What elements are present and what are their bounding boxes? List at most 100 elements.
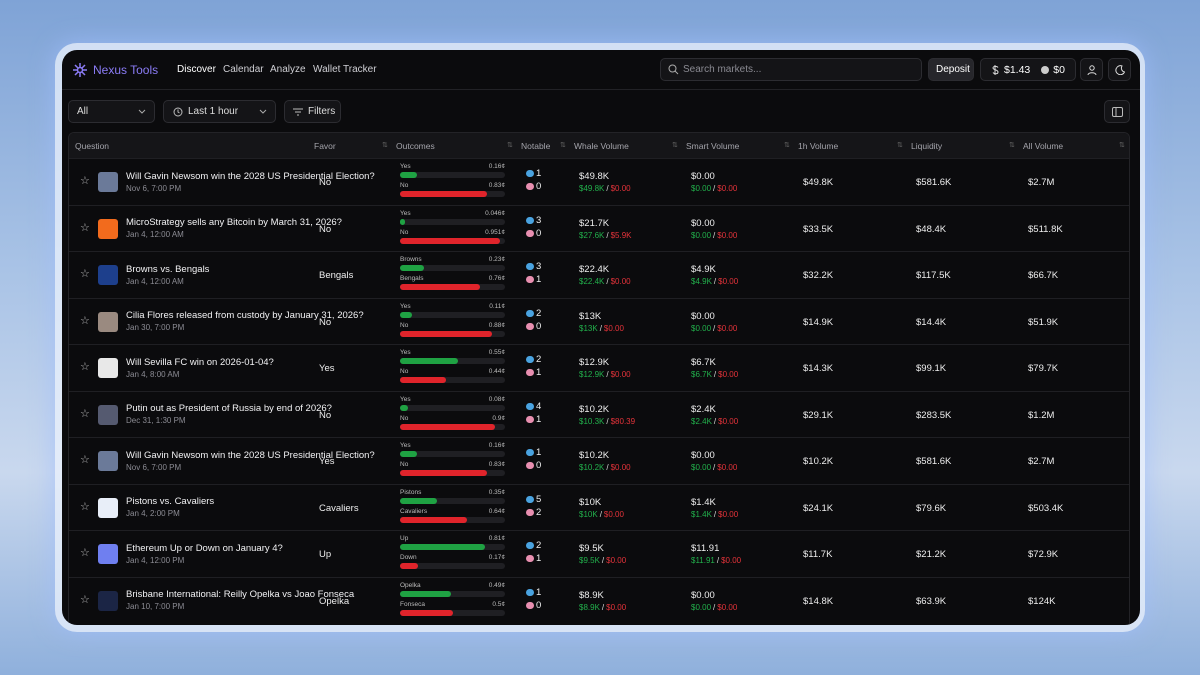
outcome-name: No: [400, 461, 409, 468]
search-box[interactable]: Search markets...: [660, 58, 922, 81]
question-cell: Will Sevilla FC win on 2026-01-04? Jan 4,…: [126, 357, 311, 380]
liquidity: $581.6K: [916, 456, 952, 467]
whale-volume-split: $9.5K / $0.00: [579, 556, 626, 565]
column-header[interactable]: Question: [75, 141, 110, 151]
question[interactable]: Cilia Flores released from custody by Ja…: [126, 310, 364, 322]
sort-icon[interactable]: ⇅: [382, 142, 388, 149]
question[interactable]: Will Sevilla FC win on 2026-01-04?: [126, 356, 274, 368]
outcome-name: Yes: [400, 302, 411, 310]
column-header[interactable]: 1h Volume: [798, 141, 839, 151]
star-button[interactable]: ☆: [80, 175, 90, 187]
outcome-bar: [400, 358, 458, 364]
column-header[interactable]: Outcomes: [396, 141, 435, 151]
market-row[interactable]: ☆ Browns vs. Bengals Jan 4, 12:00 AM Bengal…: [69, 251, 1129, 298]
outcome-bar: [400, 563, 418, 569]
smart-icon: [526, 229, 534, 237]
whale-count: 1: [536, 168, 542, 179]
star-button[interactable]: ☆: [80, 407, 90, 420]
smart-count: 0: [536, 320, 542, 332]
sort-icon[interactable]: ⇅: [784, 142, 790, 149]
outcome-name: Fonseca: [400, 600, 425, 608]
question[interactable]: Brisbane International: Reilly Opelka vs…: [126, 589, 355, 601]
separator: /: [606, 416, 609, 426]
smart-volume: $0.00: [691, 450, 715, 461]
sort-icon[interactable]: ⇅: [507, 142, 513, 149]
profile-button[interactable]: [1080, 58, 1103, 81]
question[interactable]: Pistons vs. Cavaliers: [126, 496, 215, 508]
sort-icon[interactable]: ⇅: [1119, 142, 1125, 149]
column-header[interactable]: Whale Volume: [574, 141, 629, 151]
outcome-bar: [400, 404, 409, 411]
outcome-bar: [400, 191, 488, 197]
star-button[interactable]: ☆: [80, 221, 90, 234]
star-button[interactable]: ☆: [80, 361, 90, 373]
column-header[interactable]: Smart Volume: [686, 141, 740, 151]
question[interactable]: Will Gavin Newsom win the 2028 US Presid…: [126, 170, 375, 182]
outcome-bar: [400, 516, 468, 523]
question[interactable]: Will Gavin Newsom win the 2028 US Presid…: [126, 449, 375, 461]
smart-volume-split: $0.00/$0.00: [691, 184, 737, 193]
category-select[interactable]: All: [68, 100, 155, 123]
column-header[interactable]: Liquidity: [911, 141, 943, 151]
theme-button[interactable]: [1108, 58, 1131, 81]
nav-link[interactable]: Analyze: [270, 64, 306, 75]
sort-icon[interactable]: ⇅: [672, 142, 678, 149]
liquidity: $79.6K: [916, 502, 947, 514]
separator: /: [713, 277, 717, 286]
whale-volume: $9.5K: [579, 543, 604, 554]
nav-link[interactable]: Calendar: [223, 64, 264, 75]
star-button[interactable]: ☆: [80, 593, 90, 606]
panel-toggle[interactable]: [1104, 100, 1130, 123]
filters-button[interactable]: Filters: [284, 100, 341, 123]
question[interactable]: Ethereum Up or Down on January 4?: [126, 542, 283, 554]
whale-volume: $22.4K: [579, 264, 610, 275]
market-row[interactable]: ☆ Pistons vs. Cavaliers Jan 4, 2:00 PM Cava…: [69, 483, 1129, 531]
timeframe-select[interactable]: Last 1 hour: [163, 100, 276, 123]
nav-link[interactable]: Wallet Tracker: [313, 64, 377, 75]
outcome-price: 0.88¢: [488, 321, 505, 329]
question[interactable]: Browns vs. Bengals: [126, 263, 210, 275]
column-header[interactable]: All Volume: [1023, 141, 1064, 151]
outcome-bar: [400, 451, 417, 457]
outcome-price: 0.55¢: [488, 349, 505, 356]
question[interactable]: Putin out as President of Russia by end …: [126, 403, 332, 415]
smart-volume: $0.00: [691, 310, 715, 322]
sort-icon[interactable]: ⇅: [1009, 142, 1015, 149]
sort-icon[interactable]: ⇅: [897, 142, 903, 149]
outcome-price: 0.49¢: [488, 581, 505, 589]
whale-icon: [526, 309, 534, 317]
market-row[interactable]: ☆ Putin out as President of Russia by end…: [69, 390, 1129, 438]
whale-volume-split: $10.2K / $0.00: [579, 463, 631, 472]
column-header[interactable]: Notable: [521, 141, 551, 151]
smart-count: 0: [536, 599, 542, 611]
market-row[interactable]: ☆ Will Sevilla FC win on 2026-01-04? Jan 4…: [69, 344, 1129, 391]
balance-box[interactable]: $1.43 $0: [980, 58, 1076, 81]
outcome-track: [400, 358, 505, 364]
sort-icon[interactable]: ⇅: [560, 142, 566, 149]
market-row[interactable]: ☆ Cilia Flores released from custody by J…: [69, 297, 1129, 345]
smart-volume-split: $1.4K / $0.00: [691, 510, 738, 519]
liquidity: $14.4K: [916, 316, 947, 328]
market-row[interactable]: ☆ Will Gavin Newsom win the 2028 US Presi…: [69, 437, 1129, 484]
market-row[interactable]: ☆ Will Gavin Newsom win the 2028 US Presi…: [69, 158, 1129, 205]
star-button[interactable]: ☆: [80, 268, 90, 280]
liquidity: $283.5K: [916, 409, 952, 421]
liquidity: $117.5K: [916, 270, 951, 281]
market-avatar: [98, 265, 118, 285]
deposit-button[interactable]: Deposit: [928, 58, 974, 81]
sell-volume: $0.00: [718, 277, 739, 286]
star-button[interactable]: ☆: [80, 314, 90, 327]
whale-icon: [526, 356, 534, 363]
market-row[interactable]: ☆ MicroStrategy sells any Bitcoin by Marc…: [69, 204, 1129, 252]
star-button[interactable]: ☆: [80, 454, 90, 466]
question[interactable]: MicroStrategy sells any Bitcoin by March…: [126, 217, 342, 229]
star-button[interactable]: ☆: [80, 547, 90, 559]
market-row[interactable]: ☆ Ethereum Up or Down on January 4? Jan 4,…: [69, 530, 1129, 577]
market-row[interactable]: ☆ Brisbane International: Reilly Opelka v…: [69, 576, 1129, 624]
outcome-price: 0.35¢: [488, 488, 505, 496]
column-header[interactable]: Favor: [314, 141, 336, 151]
whale-volume-split: $27.6K / $5.9K: [579, 231, 632, 240]
star-button[interactable]: ☆: [80, 500, 90, 513]
nav-link[interactable]: Discover: [177, 64, 216, 75]
smart-count: 0: [536, 227, 542, 239]
